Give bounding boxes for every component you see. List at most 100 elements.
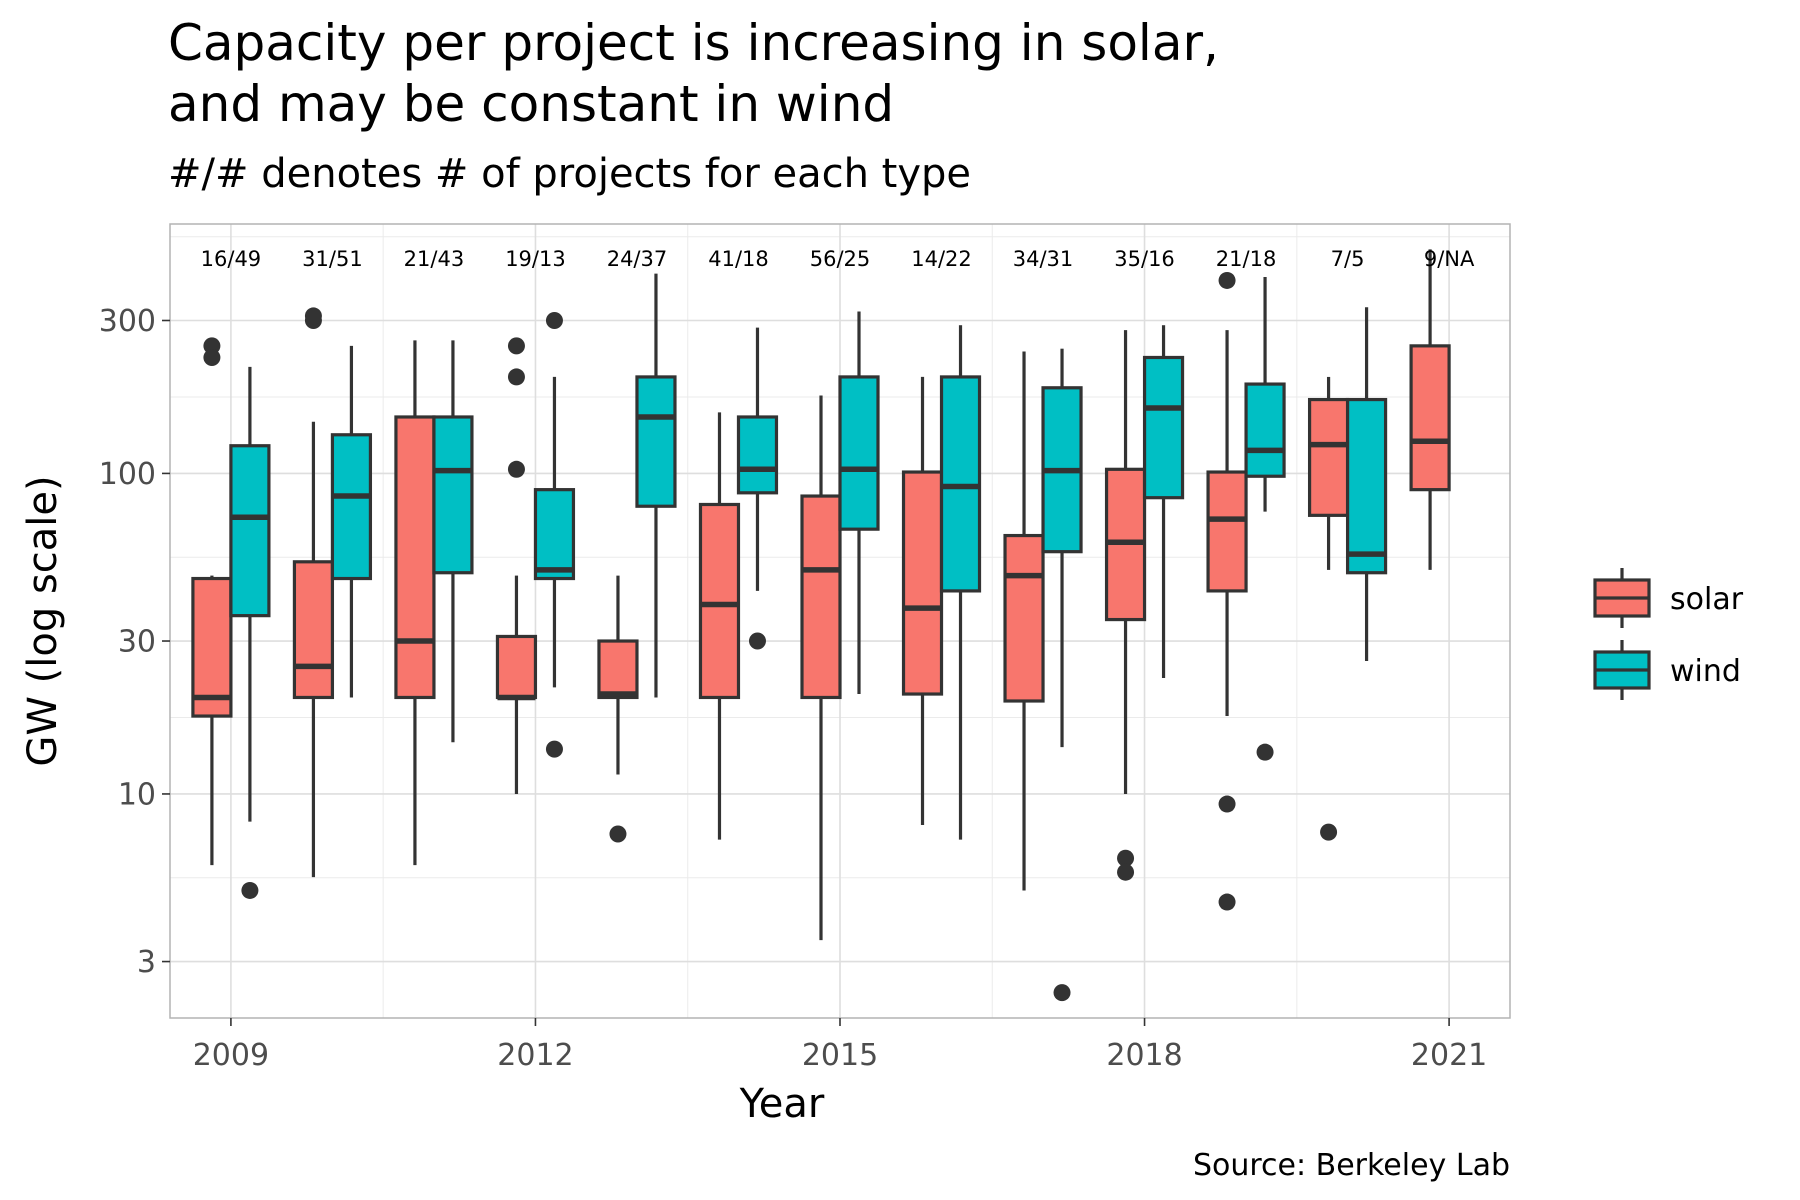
y-tick-label: 10 <box>118 777 156 812</box>
count-label-2017: 34/31 <box>1013 247 1074 271</box>
iqr-box <box>597 639 639 700</box>
box-solar-2015 <box>800 395 842 941</box>
box-solar-2010 <box>292 307 335 878</box>
outlier-point <box>545 740 563 758</box>
box-wind-2011 <box>432 340 474 743</box>
x-tick-label: 2009 <box>193 1038 269 1073</box>
iqr-box <box>1345 397 1388 575</box>
x-tick-label: 2012 <box>497 1038 573 1073</box>
iqr-box <box>533 488 576 581</box>
count-label-2021: 9/NA <box>1424 247 1475 271</box>
box-wind-2009 <box>229 366 271 899</box>
iqr-box <box>191 576 233 718</box>
count-label-2020: 7/5 <box>1331 247 1365 271</box>
iqr-box <box>495 634 538 700</box>
legend-item-wind: wind <box>1593 640 1741 700</box>
outlier-point <box>1256 743 1274 761</box>
iqr-box <box>1206 470 1248 593</box>
count-label-2011: 21/43 <box>404 247 465 271</box>
y-tick-label: 30 <box>118 625 156 660</box>
outlier-point <box>507 337 525 355</box>
iqr-box <box>698 502 741 700</box>
series-wind <box>229 273 1388 1002</box>
x-axis-ticks: 2009 2012 2015 2018 2021 <box>193 1018 1487 1073</box>
iqr-box <box>1142 355 1185 500</box>
outlier-point <box>203 348 221 366</box>
legend-item-solar: solar <box>1593 568 1744 628</box>
outlier-point <box>1218 271 1236 289</box>
outlier-point <box>1218 795 1236 813</box>
legend-label-wind: wind <box>1670 654 1741 689</box>
chart-caption: Source: Berkeley Lab <box>1193 1148 1510 1183</box>
box-solar-2021 <box>1409 249 1451 570</box>
x-tick-label: 2018 <box>1106 1038 1182 1073</box>
y-tick-label: 100 <box>99 457 156 492</box>
iqr-box <box>1409 344 1451 492</box>
box-wind-2015 <box>838 311 880 695</box>
iqr-box <box>800 494 842 700</box>
box-solar-2011 <box>394 340 436 866</box>
iqr-box <box>229 444 271 618</box>
iqr-box <box>635 375 677 508</box>
outlier-point <box>507 368 525 386</box>
outlier-point <box>1218 893 1236 911</box>
outlier-point <box>304 307 322 325</box>
iqr-box <box>330 433 373 581</box>
y-axis-title: GW (log scale) <box>20 475 66 766</box>
box-solar-2018 <box>1104 330 1147 881</box>
box-wind-2020 <box>1345 307 1388 661</box>
outlier-point <box>241 881 259 899</box>
iqr-box <box>838 375 880 531</box>
chart-title-line-2: and may be constant in wind <box>168 75 894 133</box>
legend-label-solar: solar <box>1670 582 1744 617</box>
count-label-2018: 35/16 <box>1114 247 1175 271</box>
iqr-box <box>1307 397 1350 517</box>
box-wind-2010 <box>330 345 373 698</box>
outlier-point <box>1117 863 1135 881</box>
box-wind-2018 <box>1142 325 1185 679</box>
box-wind-2016 <box>939 325 982 840</box>
box-wind-2019 <box>1244 277 1286 761</box>
box-solar-2020 <box>1307 376 1350 841</box>
count-label-2015: 56/25 <box>810 247 871 271</box>
box-solar-2012 <box>495 337 538 794</box>
count-label-2012: 19/13 <box>505 247 566 271</box>
box-solar-2014 <box>698 412 741 840</box>
box-solar-2009 <box>191 337 233 866</box>
iqr-box <box>901 470 944 696</box>
outlier-point <box>1053 984 1071 1002</box>
count-label-2016: 14/22 <box>911 247 972 271</box>
chart-title-line-1: Capacity per project is increasing in so… <box>168 14 1219 72</box>
chart-subtitle: #/# denotes # of projects for each type <box>168 151 971 197</box>
box-solar-2019 <box>1206 271 1248 911</box>
series-solar <box>191 249 1451 941</box>
iqr-box <box>394 415 436 700</box>
count-label-2019: 21/18 <box>1216 247 1277 271</box>
box-solar-2017 <box>1003 351 1045 891</box>
x-tick-label: 2015 <box>802 1038 878 1073</box>
legend: solar wind <box>1593 568 1744 700</box>
box-solar-2013 <box>597 575 639 843</box>
iqr-box <box>432 415 474 575</box>
project-count-labels: 16/49 31/51 21/43 19/13 24/37 41/18 56/25 14/22… <box>201 247 1475 271</box>
box-wind-2014 <box>736 327 779 650</box>
iqr-box <box>292 560 335 700</box>
outlier-point <box>748 632 766 650</box>
box-wind-2013 <box>635 273 677 698</box>
iqr-box <box>1003 533 1045 703</box>
iqr-box <box>736 415 779 495</box>
count-label-2013: 24/37 <box>607 247 668 271</box>
y-tick-label: 3 <box>137 945 156 980</box>
y-axis-ticks: 3 10 30 100 300 <box>99 304 170 980</box>
box-wind-2012 <box>533 311 576 758</box>
outlier-point <box>609 825 627 843</box>
x-axis-title: Year <box>739 1081 825 1127</box>
outlier-point <box>507 460 525 478</box>
x-tick-label: 2021 <box>1411 1038 1487 1073</box>
outlier-point <box>1117 849 1135 867</box>
y-tick-label: 300 <box>99 304 156 339</box>
iqr-box <box>1244 382 1286 478</box>
count-label-2010: 31/51 <box>302 247 363 271</box>
box-wind-2017 <box>1041 348 1083 1002</box>
